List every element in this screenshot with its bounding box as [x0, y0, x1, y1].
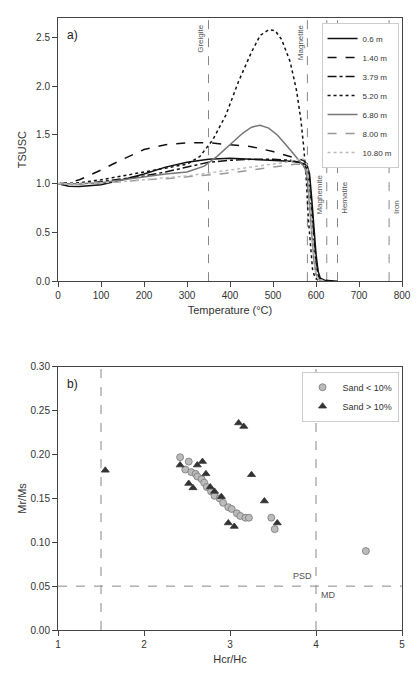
- svg-text:1.40 m: 1.40 m: [363, 54, 388, 63]
- svg-text:a): a): [67, 28, 78, 42]
- svg-text:0.0: 0.0: [36, 276, 50, 287]
- svg-text:0.5: 0.5: [36, 227, 50, 238]
- svg-text:5: 5: [399, 639, 405, 650]
- svg-text:0.00: 0.00: [31, 625, 51, 636]
- svg-text:1: 1: [55, 639, 61, 650]
- svg-text:0.15: 0.15: [31, 493, 51, 504]
- svg-text:5.20 m: 5.20 m: [363, 92, 388, 101]
- svg-text:Maghemite: Maghemite: [315, 174, 324, 214]
- svg-text:0.30: 0.30: [31, 361, 51, 372]
- svg-text:1.5: 1.5: [36, 129, 50, 140]
- svg-text:300: 300: [179, 290, 196, 301]
- svg-text:Mr/Ms: Mr/Ms: [16, 483, 28, 514]
- svg-text:800: 800: [394, 290, 411, 301]
- svg-text:6.80 m: 6.80 m: [363, 111, 388, 120]
- svg-text:600: 600: [308, 290, 325, 301]
- svg-text:100: 100: [93, 290, 110, 301]
- svg-text:Sand < 10%: Sand < 10%: [343, 383, 392, 393]
- svg-text:PSD: PSD: [293, 571, 312, 581]
- svg-text:0.20: 0.20: [31, 449, 51, 460]
- svg-text:0: 0: [55, 290, 61, 301]
- svg-text:0.6 m: 0.6 m: [363, 35, 383, 44]
- svg-text:TSUSC: TSUSC: [16, 131, 28, 168]
- svg-text:Greigite: Greigite: [196, 24, 205, 53]
- svg-text:2: 2: [141, 639, 147, 650]
- svg-text:Hematite: Hematite: [340, 181, 349, 214]
- svg-text:Iron: Iron: [392, 200, 401, 214]
- svg-text:700: 700: [351, 290, 368, 301]
- svg-text:0.25: 0.25: [31, 405, 51, 416]
- svg-text:3.79 m: 3.79 m: [363, 73, 388, 82]
- svg-text:3: 3: [227, 639, 233, 650]
- svg-text:0.10: 0.10: [31, 537, 51, 548]
- svg-text:Magnetite: Magnetite: [296, 24, 305, 60]
- svg-text:2.5: 2.5: [36, 32, 50, 43]
- svg-text:Sand > 10%: Sand > 10%: [343, 402, 392, 412]
- svg-text:500: 500: [265, 290, 282, 301]
- svg-text:2.0: 2.0: [36, 81, 50, 92]
- svg-text:1.0: 1.0: [36, 178, 50, 189]
- svg-text:Temperature (°C): Temperature (°C): [188, 304, 272, 316]
- svg-text:8.00 m: 8.00 m: [363, 130, 388, 139]
- svg-text:400: 400: [222, 290, 239, 301]
- svg-text:10.80 m: 10.80 m: [363, 149, 392, 158]
- svg-text:Hcr/Hc: Hcr/Hc: [213, 653, 247, 665]
- svg-text:0.05: 0.05: [31, 581, 51, 592]
- svg-text:MD: MD: [321, 590, 335, 600]
- svg-text:b): b): [67, 377, 78, 391]
- svg-text:200: 200: [136, 290, 153, 301]
- svg-text:4: 4: [313, 639, 319, 650]
